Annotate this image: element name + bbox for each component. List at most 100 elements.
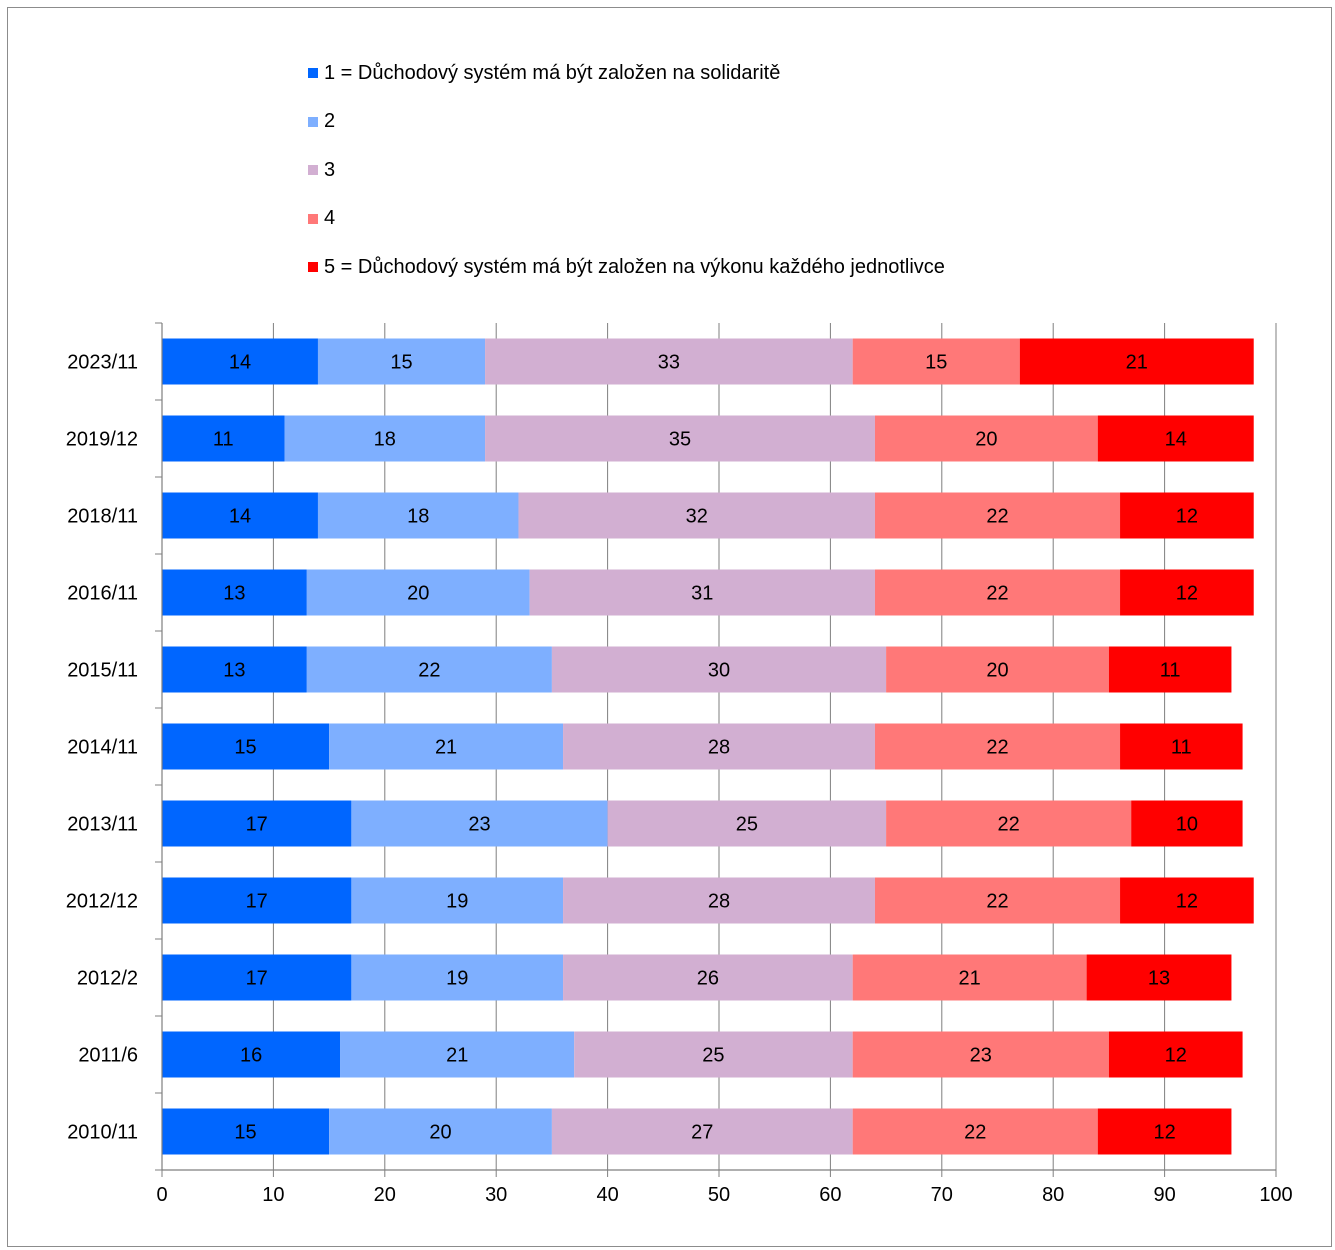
data-label: 22 (998, 814, 1020, 836)
bar-segment (852, 1108, 1098, 1155)
bar-segment (852, 1031, 1109, 1078)
bar-segment (563, 723, 875, 770)
data-label: 11 (1171, 737, 1192, 759)
legend-item: 3 (308, 146, 945, 195)
data-label: 13 (1148, 968, 1170, 990)
data-label: 20 (986, 660, 1008, 682)
bar-segment (162, 1108, 330, 1155)
bar-segment (1097, 415, 1254, 462)
data-label: 21 (435, 737, 457, 759)
x-tick-label: 40 (596, 1184, 618, 1206)
data-label: 15 (390, 352, 412, 374)
data-label: 22 (964, 1122, 986, 1144)
x-tick-label: 100 (1259, 1184, 1292, 1206)
data-label: 22 (418, 660, 440, 682)
category-label: 2015/11 (67, 660, 138, 682)
bar-segment (874, 723, 1121, 770)
data-label: 22 (986, 506, 1008, 528)
bar-segment (874, 877, 1121, 924)
data-label: 26 (697, 968, 719, 990)
bar-segment (874, 492, 1121, 539)
bar-segment (351, 800, 608, 847)
data-label: 13 (223, 583, 245, 605)
bar-segment (306, 569, 530, 616)
bar-segment (485, 415, 875, 462)
category-label: 2010/11 (67, 1122, 138, 1144)
legend-swatch (308, 116, 318, 127)
legend-item: 1 = Důchodový systém má být založen na s… (308, 49, 945, 98)
data-label: 23 (468, 814, 490, 836)
category-label: 2018/11 (67, 506, 138, 528)
bar-segment (306, 646, 552, 693)
data-label: 12 (1176, 506, 1198, 528)
data-label: 12 (1176, 583, 1198, 605)
bar-segment (563, 877, 875, 924)
data-label: 21 (446, 1045, 468, 1067)
data-label: 20 (407, 583, 429, 605)
legend-item: 5 = Důchodový systém má být založen na v… (308, 243, 945, 292)
legend-swatch (308, 68, 318, 79)
category-label: 2019/12 (66, 429, 138, 451)
data-label: 11 (213, 429, 234, 451)
bar-segment (518, 492, 875, 539)
data-label: 11 (1160, 660, 1181, 682)
bar-segment (162, 877, 352, 924)
bar-segment (529, 569, 875, 616)
bar-segment (574, 1031, 853, 1078)
bar-segment (162, 569, 307, 616)
legend-swatch (308, 165, 318, 176)
bar-segment (317, 492, 519, 539)
legend-swatch (308, 213, 318, 224)
bar-segment (1097, 1108, 1232, 1155)
bar-segment (162, 415, 285, 462)
bar-segment (1108, 646, 1232, 693)
data-label: 17 (246, 891, 268, 913)
bar-segment (886, 800, 1132, 847)
data-label: 17 (246, 814, 268, 836)
category-label: 2023/11 (67, 352, 138, 374)
category-label: 2013/11 (67, 814, 138, 836)
bar-segment (162, 338, 318, 385)
data-label: 12 (1165, 1045, 1187, 1067)
data-label: 16 (240, 1045, 262, 1067)
data-label: 19 (446, 891, 468, 913)
x-tick-label: 70 (931, 1184, 953, 1206)
bar-segment (162, 723, 330, 770)
legend-label: 1 = Důchodový systém má být založen na s… (324, 61, 781, 84)
category-label: 2016/11 (67, 583, 138, 605)
data-label: 33 (658, 352, 680, 374)
data-label: 22 (986, 583, 1008, 605)
bar-segment (329, 723, 564, 770)
x-tick-label: 0 (156, 1184, 167, 1206)
category-label: 2011/6 (78, 1045, 138, 1067)
bar-segment (351, 877, 564, 924)
bar-segment (1108, 1031, 1243, 1078)
data-label: 13 (223, 660, 245, 682)
bar-segment (1131, 800, 1243, 847)
data-label: 22 (986, 891, 1008, 913)
data-label: 23 (970, 1045, 992, 1067)
bar-segment (551, 646, 887, 693)
data-label: 12 (1153, 1122, 1175, 1144)
legend-label: 4 (324, 207, 336, 230)
data-label: 28 (708, 891, 730, 913)
chart-frame (7, 7, 1332, 1247)
category-label: 2012/2 (77, 968, 138, 990)
data-label: 30 (708, 660, 730, 682)
legend-item: 2 (308, 98, 945, 147)
bar-segment (162, 492, 318, 539)
data-label: 21 (1126, 352, 1148, 374)
data-label: 15 (234, 1122, 256, 1144)
data-label: 28 (708, 737, 730, 759)
bar-segment (1120, 492, 1254, 539)
data-label: 15 (234, 737, 256, 759)
bar-segment (874, 415, 1098, 462)
bar-segment (563, 954, 853, 1001)
bar-segment (485, 338, 853, 385)
data-label: 25 (702, 1045, 724, 1067)
bar-segment (317, 338, 486, 385)
data-label: 35 (669, 429, 691, 451)
x-tick-label: 60 (819, 1184, 841, 1206)
bar-segment (162, 800, 352, 847)
